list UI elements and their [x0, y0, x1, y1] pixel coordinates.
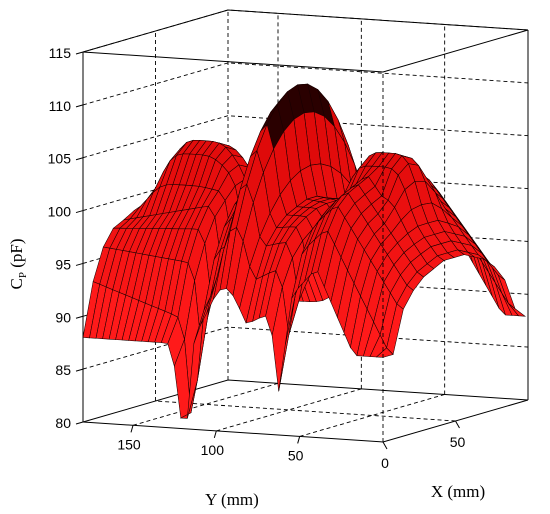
z-tick-label: 105 — [48, 151, 72, 167]
z-tick-label: 90 — [55, 309, 71, 325]
z-tick-label: 110 — [49, 98, 72, 114]
z-tick-mark — [75, 210, 84, 214]
y-tick-mark — [130, 425, 134, 433]
z-axis-title-main: C — [7, 278, 26, 289]
y-axis-title: Y (mm) — [205, 490, 259, 509]
z-tick-mark — [75, 262, 84, 266]
y-tick-mark — [297, 436, 301, 444]
y-tick-label: 50 — [288, 447, 304, 463]
y-tick-mark — [213, 430, 217, 439]
floor-gridline-y — [216, 388, 362, 432]
x-tick-label: 0 — [381, 455, 389, 471]
x-tick-label: 50 — [450, 434, 466, 450]
z-axis-title-subscript: P — [17, 272, 29, 278]
z-tick-label: 80 — [55, 415, 71, 431]
z-axis-title-unit: (pF) — [7, 239, 26, 273]
z-gridline — [82, 326, 529, 370]
surface-mesh — [82, 83, 527, 419]
z-tick-mark — [75, 104, 84, 108]
front-box-edges — [82, 29, 529, 443]
y-tick-label: 150 — [117, 436, 141, 452]
surface-cell — [375, 347, 394, 358]
z-tick-label: 95 — [55, 256, 71, 272]
back-top-edge — [82, 9, 529, 53]
back-floor-edge — [82, 379, 529, 423]
y-tick-label: 100 — [201, 442, 225, 458]
z-gridline — [82, 9, 529, 53]
z-tick-mark — [75, 157, 84, 161]
front-top-edge — [82, 29, 529, 73]
x-tick-mark — [382, 441, 388, 450]
z-tick-mark — [75, 368, 84, 372]
floor-gridline-y — [132, 382, 279, 426]
z-gridline — [82, 62, 529, 106]
x-tick-mark — [455, 420, 460, 429]
z-tick-mark — [75, 315, 84, 319]
axis-ticks: 80 85 90 95 100 105 110 115 150 100 50 0 50 — [48, 45, 466, 471]
x-axis-title: X (mm) — [431, 482, 485, 501]
z-tick-mark — [75, 51, 84, 55]
z-tick-label: 115 — [49, 45, 72, 61]
z-tick-mark — [75, 421, 84, 425]
z-gridline — [82, 115, 529, 159]
floor-gridline-x — [155, 400, 456, 422]
z-axis-title: CP (pF) — [7, 239, 29, 290]
z-tick-label: 100 — [48, 204, 72, 220]
z-tick-label: 85 — [55, 362, 71, 378]
